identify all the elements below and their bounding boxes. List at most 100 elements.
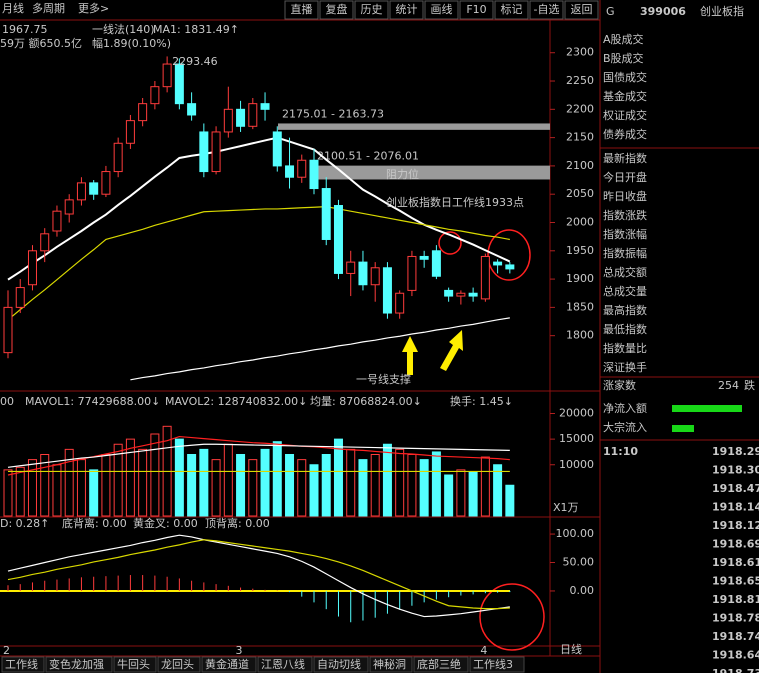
toolbar-button[interactable] [389, 0, 424, 20]
volume-bar [382, 443, 392, 517]
volume-bar [297, 459, 307, 517]
volume-bar [101, 454, 111, 517]
last-price: 1967.75 [2, 23, 48, 36]
block-bar [672, 425, 694, 432]
side-item: 国债成交 [603, 70, 647, 84]
rise-count: 254 [718, 379, 739, 392]
toolbar-label: 标记 [501, 2, 523, 16]
candle-body [236, 108, 246, 127]
candle-body [40, 233, 50, 252]
tick-price: 1918.73 [712, 667, 759, 673]
volume-bar [125, 438, 135, 517]
y-tick-label: 100.00 [556, 527, 595, 540]
volume-bar [113, 443, 123, 517]
period-label: 日线 [560, 642, 582, 656]
candle-body [101, 171, 111, 195]
tab[interactable] [45, 656, 113, 673]
candle-body [480, 255, 490, 300]
candle-body [223, 108, 233, 133]
macd-header: D: 0.28↑ [0, 517, 49, 530]
tick-price: 1918.78 [712, 612, 759, 625]
toolbar-button[interactable] [459, 0, 494, 20]
candle-body [260, 103, 270, 110]
tab-label: 工作线 [5, 657, 38, 671]
candle-body [321, 188, 331, 240]
tab-label: 江恩八线 [261, 657, 305, 671]
side-flag: G [606, 5, 615, 18]
side-item: 指数涨跌 [603, 208, 647, 222]
volume-bar [52, 464, 62, 517]
tab-label: 自动切线 [317, 657, 361, 671]
y-tick-label: 50.00 [563, 556, 595, 569]
volume-bar [407, 454, 417, 517]
volume-bar [333, 438, 343, 517]
tab[interactable] [369, 656, 413, 673]
candle-body [3, 306, 13, 354]
candle-body [419, 255, 429, 260]
y-tick-label: 2050 [566, 187, 594, 200]
side-item: 指数量比 [603, 341, 647, 355]
toolbar-button[interactable] [564, 0, 599, 20]
toolbar-button[interactable] [319, 0, 354, 20]
toolbar-button[interactable] [424, 0, 459, 20]
tick-price: 1918.81 [712, 593, 759, 606]
toolbar-button[interactable] [494, 0, 529, 20]
volume-bar [431, 451, 441, 517]
candle-body [248, 103, 258, 127]
volume-bar [199, 448, 209, 517]
volume-bar [260, 448, 270, 517]
tab[interactable] [201, 656, 257, 673]
tab[interactable] [413, 656, 469, 673]
candle-body [285, 165, 295, 178]
volume-header: 换手: 1.45↓ [450, 394, 513, 408]
candle-body [52, 210, 62, 232]
toolbar-button[interactable] [354, 0, 389, 20]
y-tick-label: 2300 [566, 46, 594, 59]
tab-label: 黄金通道 [205, 657, 249, 671]
tab[interactable] [469, 656, 525, 673]
tab[interactable] [1, 656, 45, 673]
volume-header: MAVOL2: 128740832.00↓ [165, 395, 307, 408]
volume-bar [138, 448, 148, 517]
indicator-line [7, 534, 510, 618]
tab[interactable] [257, 656, 313, 673]
volume-bar [321, 454, 331, 517]
macd-header: 黄金叉: 0.00 [133, 516, 198, 530]
candle-body [505, 264, 515, 270]
tab-label: 工作线3 [473, 657, 513, 671]
tab-label: 龙回头 [161, 658, 194, 671]
candle-body [333, 205, 343, 274]
side-name: 创业板指 [700, 4, 744, 18]
side-item: B股成交 [603, 51, 644, 65]
tick-price: 1918.64 [712, 649, 759, 662]
candle-body [187, 103, 197, 116]
toolbar-button[interactable] [284, 0, 319, 20]
side-item: 指数振幅 [603, 246, 647, 260]
y-tick-label: 2150 [566, 131, 594, 144]
candle-body [272, 131, 282, 167]
candle-body [113, 142, 123, 173]
toolbar-label: -自选 [534, 3, 560, 16]
toolbar-label: 复盘 [326, 2, 348, 16]
candle-body [64, 199, 74, 215]
y-tick-label: 2200 [566, 102, 594, 115]
peak-label: 2293.46 [172, 55, 218, 68]
tab-label: 神秘洞 [373, 657, 406, 671]
x-tick-label: 3 [236, 644, 243, 657]
volume-bar [174, 438, 184, 517]
period-tab: 更多> [78, 1, 109, 15]
support-arrows [402, 330, 463, 375]
candle-body [370, 267, 380, 286]
tab[interactable] [157, 656, 201, 673]
candle-body [358, 261, 368, 286]
tab[interactable] [313, 656, 369, 673]
tick-price: 1918.47 [712, 482, 759, 495]
side-item: 深证换手 [603, 360, 647, 374]
y-tick-label: 15000 [559, 432, 594, 445]
toolbar-button[interactable] [529, 0, 564, 20]
candle-body [76, 182, 86, 201]
highlight-circles [438, 229, 545, 651]
y-tick-label: 1850 [566, 300, 594, 313]
annotation: 一号线支撑 [356, 372, 411, 386]
tab[interactable] [113, 656, 157, 673]
